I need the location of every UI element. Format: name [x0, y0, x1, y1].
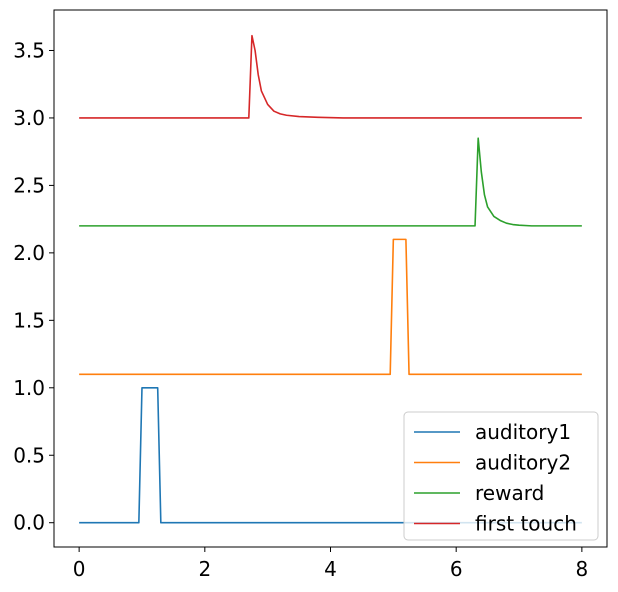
legend-label: reward: [475, 481, 544, 505]
x-tick-label: 4: [324, 557, 337, 581]
y-tick-label: 0.5: [13, 443, 45, 467]
series-line-reward: [79, 137, 582, 227]
x-tick-label: 6: [450, 557, 463, 581]
legend-label: first touch: [475, 512, 577, 536]
y-tick-label: 1.0: [13, 376, 45, 400]
legend-label: auditory2: [475, 451, 571, 475]
series-line-first-touch: [79, 34, 582, 119]
x-tick-label: 8: [575, 557, 588, 581]
y-tick-label: 2.5: [13, 173, 45, 197]
series-line-auditory2: [79, 238, 582, 376]
y-tick-label: 2.0: [13, 241, 45, 265]
y-tick-label: 0.0: [13, 511, 45, 535]
x-tick-label: 0: [73, 557, 86, 581]
x-tick-label: 2: [198, 557, 211, 581]
y-tick-label: 1.5: [13, 308, 45, 332]
series-line-auditory1: [79, 386, 582, 524]
y-tick-label: 3.0: [13, 106, 45, 130]
legend-label: auditory1: [475, 420, 571, 444]
legend-box: [403, 411, 599, 541]
y-tick-label: 3.5: [13, 38, 45, 62]
